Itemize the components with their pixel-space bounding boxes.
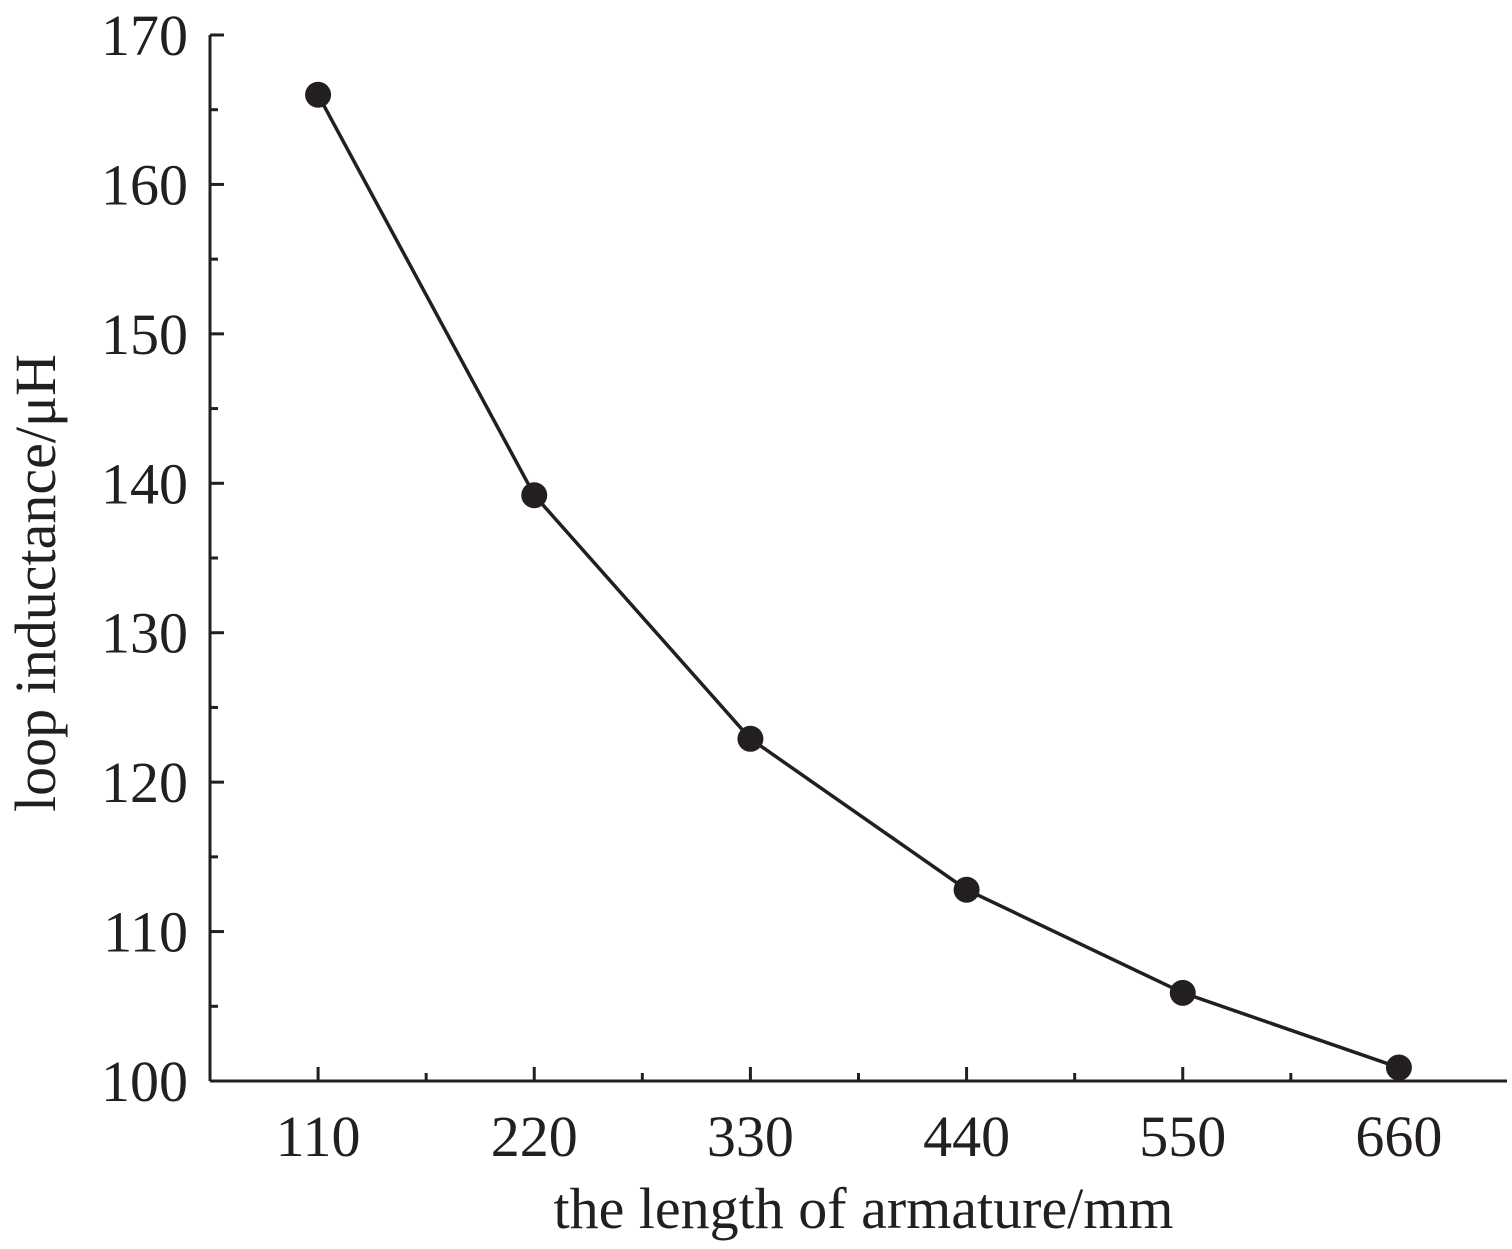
data-point <box>521 482 548 509</box>
x-tick-label: 550 <box>1139 1104 1226 1169</box>
chart-series <box>305 81 1412 1081</box>
data-point <box>1385 1054 1412 1081</box>
chart-axes <box>208 35 1507 1083</box>
x-tick-label: 330 <box>707 1104 794 1169</box>
series-line <box>316 93 1400 1070</box>
data-point <box>953 876 980 903</box>
y-tick-label: 140 <box>101 451 188 516</box>
y-tick-label: 130 <box>101 601 188 666</box>
data-point <box>305 81 332 108</box>
x-tick-label: 440 <box>923 1104 1010 1169</box>
y-tick-label: 160 <box>101 152 188 217</box>
x-axis-title: the length of armature/mm <box>553 1176 1173 1241</box>
data-point <box>1169 979 1196 1006</box>
y-tick-label: 110 <box>103 900 188 965</box>
y-tick-label: 120 <box>101 750 188 815</box>
y-tick-label: 170 <box>101 3 188 68</box>
x-tick-label: 220 <box>491 1104 578 1169</box>
x-tick-label: 660 <box>1355 1104 1442 1169</box>
x-tick-label: 110 <box>276 1104 361 1169</box>
chart-tick-labels: 100 110 120 130 140 150 160 170 110 220 330 440 550 6… <box>101 3 1442 1169</box>
y-tick-label: 100 <box>101 1049 188 1114</box>
y-tick-label: 150 <box>101 302 188 367</box>
chart-ticks <box>210 33 1401 1083</box>
data-point <box>737 725 764 752</box>
y-axis-title: loop inductance/μH <box>3 354 68 812</box>
